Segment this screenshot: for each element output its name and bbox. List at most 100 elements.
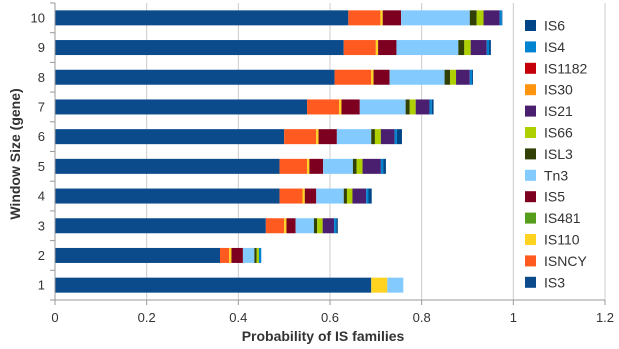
bar-8-IS21 <box>456 69 470 85</box>
legend-label-ISNCY: ISNCY <box>544 253 587 269</box>
legend-label-ISL3: ISL3 <box>544 146 573 162</box>
bar-8-IS110 <box>371 69 374 85</box>
bar-1-Tn3 <box>387 277 404 293</box>
bar-7-Tn3 <box>359 99 406 115</box>
bar-8-Tn3 <box>389 69 445 85</box>
bar-4-IS5 <box>304 188 317 204</box>
bar-8-ISL3 <box>444 69 451 85</box>
bar-5-IS110 <box>307 158 310 174</box>
bar-9-IS21 <box>470 40 487 56</box>
bar-3-IS3 <box>55 218 266 234</box>
legend-label-IS4: IS4 <box>544 39 565 55</box>
bar-8-IS5 <box>373 69 390 85</box>
bar-6-ISNCY <box>284 129 317 145</box>
legend-label-IS6: IS6 <box>544 18 565 34</box>
bar-7-IS110 <box>339 99 342 115</box>
bar-6-IS66 <box>374 129 381 145</box>
y-tick-label-3: 3 <box>38 218 45 233</box>
bar-5-ISNCY <box>279 158 308 174</box>
bar-9-ISNCY <box>343 40 376 56</box>
y-tick-label-10: 10 <box>31 10 45 25</box>
bar-8-IS66 <box>450 69 457 85</box>
bar-4-IS66 <box>346 188 353 204</box>
bar-9-IS3 <box>55 40 344 56</box>
bar-5-IS5 <box>309 158 324 174</box>
bar-4-IS3 <box>55 188 280 204</box>
bar-3-IS6 <box>336 218 338 234</box>
y-tick-label-8: 8 <box>38 70 45 85</box>
bar-5-IS4 <box>380 158 384 174</box>
bar-7-IS5 <box>341 99 360 115</box>
bar-9-IS4 <box>486 40 490 56</box>
bar-9-Tn3 <box>396 40 459 56</box>
x-tick-label-4: 0.8 <box>413 310 431 325</box>
bar-4-IS4 <box>366 188 369 204</box>
bar-8-ISNCY <box>334 69 372 85</box>
bar-5-IS66 <box>356 158 363 174</box>
bar-3-IS66 <box>317 218 323 234</box>
legend-swatch-IS5 <box>525 191 536 203</box>
legend-swatch-IS481 <box>525 212 536 224</box>
bar-3-IS21 <box>322 218 335 234</box>
bar-2-ISL3 <box>254 247 257 263</box>
bar-4-IS21 <box>352 188 367 204</box>
bar-10-IS66 <box>476 10 484 26</box>
bar-9-IS110 <box>375 40 379 56</box>
bar-3-ISL3 <box>313 218 318 234</box>
bar-4-ISNCY <box>279 188 303 204</box>
bar-6-IS6 <box>396 129 402 145</box>
bar-10-IS5 <box>382 10 402 26</box>
x-tick-label-1: 0.2 <box>138 310 156 325</box>
legend-label-IS481: IS481 <box>544 210 581 226</box>
legend-swatch-IS30 <box>525 84 536 96</box>
bar-4-Tn3 <box>316 188 344 204</box>
bar-3-Tn3 <box>295 218 314 234</box>
bar-2-IS3 <box>55 247 220 263</box>
x-tick-label-0: 0 <box>51 310 58 325</box>
x-tick-label-2: 0.4 <box>229 310 247 325</box>
y-tick-label-4: 4 <box>38 189 45 204</box>
legend-swatch-IS1182 <box>525 62 536 74</box>
x-tick-label-6: 1.2 <box>596 310 614 325</box>
bar-10-IS3 <box>55 10 349 26</box>
legend-label-IS30: IS30 <box>544 82 573 98</box>
x-axis-title: Probability of IS families <box>242 328 405 344</box>
y-tick-label-5: 5 <box>38 159 45 174</box>
bar-6-IS110 <box>316 129 319 145</box>
bar-5-Tn3 <box>323 158 353 174</box>
bar-3-IS5 <box>286 218 296 234</box>
legend-label-IS5: IS5 <box>544 189 565 205</box>
bar-5-IS21 <box>362 158 381 174</box>
bar-2-ISNCY <box>220 247 230 263</box>
bar-5-ISL3 <box>352 158 357 174</box>
bar-6-Tn3 <box>336 129 372 145</box>
bar-2-Tn3 <box>242 247 255 263</box>
bar-7-IS3 <box>55 99 308 115</box>
y-tick-label-2: 2 <box>38 248 45 263</box>
bar-4-IS6 <box>368 188 372 204</box>
bar-7-IS21 <box>415 99 430 115</box>
bar-10-ISL3 <box>469 10 477 26</box>
bar-9-IS66 <box>464 40 471 56</box>
legend-swatch-ISL3 <box>525 148 536 160</box>
y-tick-label-9: 9 <box>38 40 45 55</box>
y-axis-title: Window Size (gene) <box>7 88 23 219</box>
y-tick-label-1: 1 <box>38 278 45 293</box>
bar-7-IS66 <box>409 99 416 115</box>
bar-10-IS4 <box>499 10 502 26</box>
bar-10-IS110 <box>380 10 383 26</box>
legend-swatch-IS66 <box>525 127 536 138</box>
bar-3-IS110 <box>284 218 287 234</box>
bars <box>55 10 503 293</box>
y-tick-label-7: 7 <box>38 99 45 114</box>
bar-1-IS110 <box>371 277 388 293</box>
legend-swatch-Tn3 <box>525 169 536 181</box>
legend-label-IS1182: IS1182 <box>544 60 588 76</box>
bar-2-IS66 <box>256 247 259 263</box>
legend-swatch-IS21 <box>525 105 536 117</box>
bar-10-Tn3 <box>401 10 470 26</box>
bar-6-ISL3 <box>371 129 375 145</box>
bar-8-IS4 <box>469 69 473 85</box>
legend-label-IS3: IS3 <box>544 274 565 290</box>
